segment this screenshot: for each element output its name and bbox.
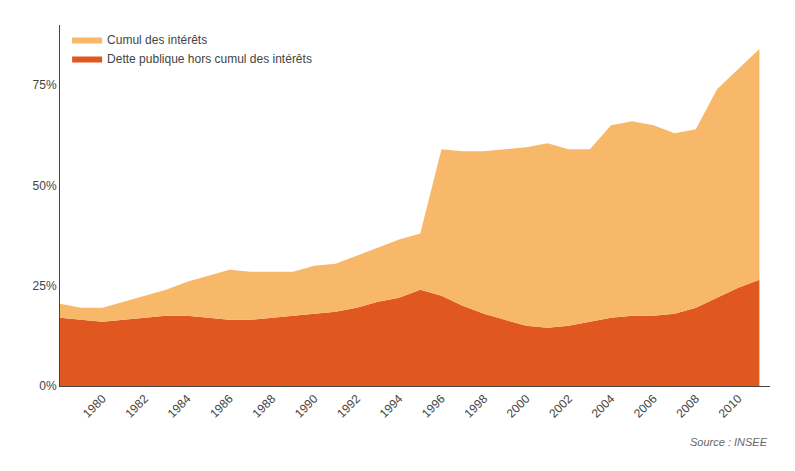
svg-text:2000: 2000 <box>504 392 533 421</box>
svg-text:Source : INSEE: Source : INSEE <box>690 436 768 448</box>
svg-text:50%: 50% <box>33 179 57 193</box>
svg-text:1984: 1984 <box>165 392 194 421</box>
svg-text:75%: 75% <box>33 78 57 92</box>
svg-text:1988: 1988 <box>250 392 279 421</box>
svg-text:1998: 1998 <box>461 392 490 421</box>
svg-text:1980: 1980 <box>80 392 109 421</box>
svg-text:2002: 2002 <box>546 392 575 421</box>
svg-text:0%: 0% <box>39 379 57 393</box>
svg-text:2006: 2006 <box>631 392 660 421</box>
svg-text:25%: 25% <box>33 279 57 293</box>
svg-text:1994: 1994 <box>377 392 406 421</box>
svg-text:Cumul des intérêts: Cumul des intérêts <box>107 33 207 47</box>
svg-text:1996: 1996 <box>419 392 448 421</box>
svg-text:2010: 2010 <box>716 392 745 421</box>
svg-text:1986: 1986 <box>207 392 236 421</box>
svg-text:2004: 2004 <box>589 392 618 421</box>
svg-text:1990: 1990 <box>292 392 321 421</box>
svg-text:1982: 1982 <box>122 392 151 421</box>
svg-text:2008: 2008 <box>673 392 702 421</box>
svg-text:1992: 1992 <box>334 392 363 421</box>
svg-text:Dette publique hors cumul des: Dette publique hors cumul des intérêts <box>107 52 312 66</box>
